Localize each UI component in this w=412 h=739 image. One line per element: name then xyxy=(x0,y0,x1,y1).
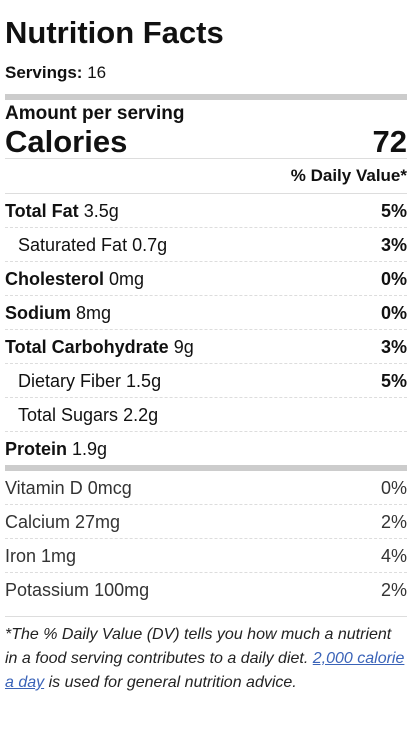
footnote-link[interactable]: 2,000 calorie a day xyxy=(5,650,405,691)
nutrient-amount: 0.7g xyxy=(132,235,168,255)
nutrient-name: Saturated Fat xyxy=(18,235,128,255)
title: Nutrition Facts xyxy=(5,15,224,50)
daily-value: 0% xyxy=(380,269,407,289)
nutrient-amount: 0mg xyxy=(109,269,145,289)
nutrient: Calcium 27mg xyxy=(5,505,120,538)
nutrient: Dietary Fiber 1.5g xyxy=(18,364,161,397)
nutrient-amount: 100mg xyxy=(94,580,150,600)
nutrient-name: Sodium xyxy=(5,303,71,323)
nutrition-label: Nutrition Facts Servings: 16 Amount per … xyxy=(5,0,407,695)
daily-value: 3% xyxy=(380,337,407,357)
nutrient-amount: 8mg xyxy=(76,303,112,323)
nutrient-amount: 1mg xyxy=(41,546,77,566)
nutrient-name: Iron xyxy=(5,546,37,566)
daily-value: 5% xyxy=(380,201,407,221)
nutrient-row: Total Fat 3.5g 5% xyxy=(5,194,407,228)
nutrient-name: Protein xyxy=(5,439,68,459)
nutrient-amount: 2.2g xyxy=(123,405,159,425)
nutrient-amount: 3.5g xyxy=(83,201,119,221)
daily-value: 0% xyxy=(380,303,407,323)
nutrient: Total Carbohydrate 9g xyxy=(5,330,194,363)
nutrient-amount: 1.5g xyxy=(126,371,162,391)
nutrient: Sodium 8mg xyxy=(5,296,111,329)
nutrient: Protein 1.9g xyxy=(5,432,107,465)
divider xyxy=(5,465,407,471)
vitamins: Vitamin D 0mcg 0% Calcium 27mg 2% Iron 1mg 4%… xyxy=(5,471,407,606)
daily-value: 3% xyxy=(380,235,407,255)
daily-value-header: % Daily Value* xyxy=(5,159,407,194)
footnote-text: is used for general nutrition advice. xyxy=(48,674,297,691)
nutrient-row: Saturated Fat 0.7g 3% xyxy=(5,228,407,262)
servings-value: 16 xyxy=(87,63,107,82)
daily-value: 2% xyxy=(380,512,407,532)
nutrient: Vitamin D 0mcg xyxy=(5,471,132,504)
calories-value: 72 xyxy=(372,124,407,159)
servings: Servings: 16 xyxy=(5,50,407,94)
nutrient-amount: 0mcg xyxy=(87,478,132,498)
nutrient-amount: 9g xyxy=(173,337,194,357)
servings-label: Servings: xyxy=(5,63,83,82)
daily-value: 5% xyxy=(380,371,407,391)
footnote: *The % Daily Value (DV) tells you how mu… xyxy=(5,616,407,695)
nutrient-row: Potassium 100mg 2% xyxy=(5,573,407,606)
nutrient-name: Potassium xyxy=(5,580,90,600)
nutrient: Total Sugars 2.2g xyxy=(18,398,158,431)
daily-value: 2% xyxy=(380,580,407,600)
nutrient-amount: 1.9g xyxy=(72,439,108,459)
nutrient-name: Total Carbohydrate xyxy=(5,337,169,357)
daily-value: 0% xyxy=(380,478,407,498)
divider xyxy=(5,94,407,100)
amount-per-serving: Amount per serving xyxy=(5,103,185,124)
nutrient-row: Iron 1mg 4% xyxy=(5,539,407,573)
nutrient-row: Sodium 8mg 0% xyxy=(5,296,407,330)
nutrient: Cholesterol 0mg xyxy=(5,262,144,295)
nutrient: Saturated Fat 0.7g xyxy=(18,228,167,261)
nutrient-name: Dietary Fiber xyxy=(18,371,122,391)
nutrient-row: Total Carbohydrate 9g 3% xyxy=(5,330,407,364)
nutrient-row: Protein 1.9g xyxy=(5,432,407,465)
nutrient-row: Cholesterol 0mg 0% xyxy=(5,262,407,296)
calories-label: Calories xyxy=(5,124,128,159)
nutrient: Potassium 100mg xyxy=(5,573,149,606)
nutrient-name: Vitamin D xyxy=(5,478,83,498)
nutrient-name: Total Sugars xyxy=(18,405,119,425)
nutrient-amount: 27mg xyxy=(75,512,121,532)
nutrient-row: Dietary Fiber 1.5g 5% xyxy=(5,364,407,398)
nutrient: Total Fat 3.5g xyxy=(5,194,119,227)
nutrient-row: Vitamin D 0mcg 0% xyxy=(5,471,407,505)
footnote-text: *The % Daily Value (DV) tells you how mu… xyxy=(5,626,392,667)
nutrient-name: Calcium xyxy=(5,512,71,532)
nutrients: Total Fat 3.5g 5% Saturated Fat 0.7g 3% Chol… xyxy=(5,194,407,465)
daily-value: 4% xyxy=(380,546,407,566)
nutrient: Iron 1mg xyxy=(5,539,76,572)
nutrient-name: Total Fat xyxy=(5,201,79,221)
nutrient-name: Cholesterol xyxy=(5,269,105,289)
calories: Calories 72 xyxy=(5,124,407,159)
nutrient-row: Calcium 27mg 2% xyxy=(5,505,407,539)
nutrient-row: Total Sugars 2.2g xyxy=(5,398,407,432)
